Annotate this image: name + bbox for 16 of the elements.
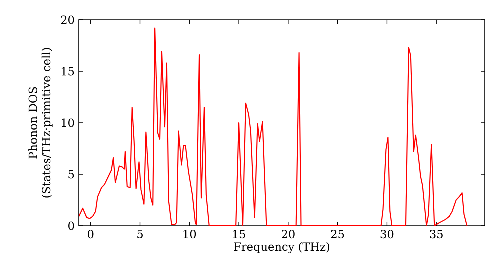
x-tick-label: 25 — [331, 230, 344, 239]
y-tick-label: 10 — [62, 118, 74, 128]
y-tick-label: 0 — [68, 222, 74, 230]
line-series — [79, 28, 468, 226]
x-tick-label: 20 — [282, 230, 295, 239]
y-tick-label: 15 — [62, 67, 74, 76]
x-axis-title: Frequency (THz) — [234, 242, 330, 254]
x-tick-label: 10 — [184, 230, 196, 239]
x-tick-label: 0 — [88, 230, 94, 239]
x-tick-label: 15 — [233, 230, 246, 239]
x-tick-label: 30 — [380, 230, 394, 239]
x-tick-label: 5 — [138, 230, 143, 238]
y-tick-label: 20 — [61, 16, 74, 24]
x-tick-label: 35 — [430, 230, 443, 239]
y-tick-label: 5 — [68, 170, 74, 179]
y-axis-title: Phonon DOS (States/THz·primitive cell) — [28, 48, 53, 198]
